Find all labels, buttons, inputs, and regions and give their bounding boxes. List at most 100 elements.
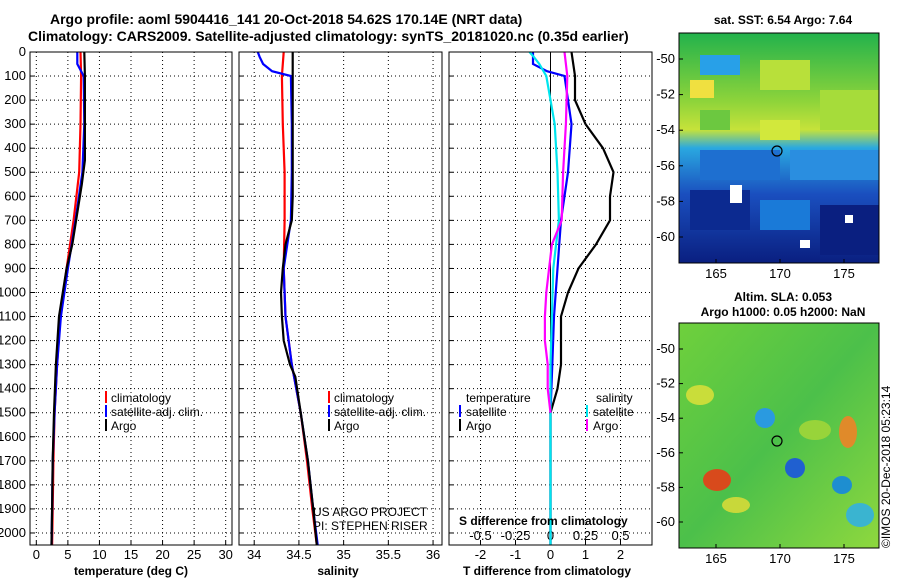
sst-map-axes: -50 -52 -54 -56 -58 -60 165 170 175 — [656, 51, 855, 281]
x-tick-label: 35.5 — [376, 547, 401, 562]
x-tick-label: 36 — [426, 547, 440, 562]
salinity-legend: climatology satellite-adj. clim. Argo US… — [313, 391, 428, 533]
sst-patch — [845, 215, 853, 223]
lat-tick-label: -56 — [656, 445, 675, 460]
series-salinity-satellite — [528, 51, 561, 545]
legend-label-s-argo: Argo — [593, 419, 619, 433]
legend-label-satellite: satellite-adj. clim. — [111, 405, 203, 419]
sst-patch — [690, 80, 714, 98]
sla-map: Altim. SLA: 0.053 Argo h1000: 0.05 h2000… — [656, 290, 880, 566]
x-tick-label: -2 — [475, 547, 487, 562]
panel-frame — [29, 51, 233, 546]
series-climatology — [280, 51, 318, 546]
depth-tick-label: 1000 — [0, 284, 26, 299]
sla-blob — [722, 497, 750, 513]
salinity-axis-label: salinity — [317, 564, 359, 578]
x-tick-label: 35 — [336, 547, 350, 562]
x-tick-label: 34 — [247, 547, 261, 562]
credit-pi: PI: STEPHEN RISER — [313, 519, 428, 533]
lat-tick-label: -50 — [656, 341, 675, 356]
sst-patch — [700, 55, 740, 75]
sla-blob — [686, 385, 714, 405]
depth-tick-label: 0 — [19, 44, 26, 59]
lat-tick-label: -58 — [656, 479, 675, 494]
legend-label-climatology: climatology — [111, 391, 171, 405]
sla-blob — [755, 408, 775, 428]
depth-tick-label: 300 — [4, 116, 26, 131]
sst-map-patches — [690, 55, 879, 255]
lat-tick-label: -54 — [656, 122, 675, 137]
x-tick-label: 10 — [92, 547, 106, 562]
lon-tick-label: 170 — [769, 266, 791, 281]
sla-map-title-2: Argo h1000: 0.05 h2000: NaN — [701, 305, 866, 319]
x-tick-label: 1 — [582, 547, 589, 562]
legend-label-argo-s: Argo — [334, 419, 360, 433]
lat-tick-label: -50 — [656, 51, 675, 66]
series-climatology — [51, 51, 83, 546]
depth-tick-label: 1700 — [0, 453, 26, 468]
x-tick-label: 25 — [187, 547, 201, 562]
lon-tick-label: 165 — [705, 551, 727, 566]
sst-patch — [800, 240, 810, 248]
x-tick-label: 34.5 — [286, 547, 311, 562]
sla-blob — [799, 420, 831, 440]
legend-label-t-argo: Argo — [466, 419, 492, 433]
sst-patch — [760, 200, 810, 230]
depth-tick-label: 600 — [4, 188, 26, 203]
lon-tick-label: 175 — [833, 266, 855, 281]
panel-salinity: 34 34.5 35 35.5 36 — [238, 51, 443, 562]
sla-blob — [846, 503, 874, 527]
sst-map: sat. SST: 6.54 Argo: 7.64 -50-52-54-56-5… — [656, 13, 880, 281]
lat-tick-label: -54 — [656, 410, 675, 425]
x-tick-label: 2 — [617, 547, 624, 562]
s-axis-label: S difference from climatology — [459, 514, 628, 528]
x-tick-label: 0 — [547, 547, 554, 562]
sla-float-marker — [771, 435, 783, 447]
legend-label-satellite-s: satellite-adj. clim. — [334, 405, 426, 419]
profile-panels: 0 5 10 15 20 25 300100200300400500600700800900… — [0, 44, 653, 562]
watermark: ©IMOS 20-Dec-2018 05:23:14 — [879, 385, 893, 548]
sst-patch — [790, 150, 879, 180]
title-line-2: Climatology: CARS2009. Satellite-adjuste… — [28, 28, 629, 44]
lat-tick-label: -52 — [656, 376, 675, 391]
series-argo — [50, 51, 87, 546]
temperature-axis-label: temperature (deg C) — [74, 564, 188, 578]
title-line-1: Argo profile: aoml 5904416_141 20-Oct-20… — [50, 11, 522, 27]
sla-map-title-1: Altim. SLA: 0.053 — [734, 290, 832, 304]
x-tick-label: 5 — [64, 547, 71, 562]
lat-tick-label: -58 — [656, 193, 675, 208]
sla-blob — [785, 458, 805, 478]
x-tick-label: 20 — [155, 547, 169, 562]
t-diff-axis-label: T difference from climatology — [463, 564, 631, 578]
legend-head-temperature: temperature — [466, 391, 531, 405]
legend-label-s-satellite: satellite — [593, 405, 634, 419]
sla-blob — [839, 416, 857, 448]
depth-tick-label: 1400 — [0, 381, 26, 396]
x-tick-label: 0 — [33, 547, 40, 562]
depth-tick-label: 2000 — [0, 525, 26, 540]
depth-tick-label: 1200 — [0, 333, 26, 348]
depth-tick-label: 200 — [4, 92, 26, 107]
depth-tick-label: 400 — [4, 140, 26, 155]
sla-map-frame — [678, 322, 880, 549]
lon-tick-label: 165 — [705, 266, 727, 281]
sla-blob — [832, 476, 852, 494]
legend-label-argo: Argo — [111, 419, 137, 433]
sst-map-title: sat. SST: 6.54 Argo: 7.64 — [714, 13, 853, 27]
sst-patch — [730, 185, 742, 203]
legend-label-t-satellite: satellite — [466, 405, 507, 419]
sla-map-patches — [686, 385, 874, 527]
temperature-legend: climatology satellite-adj. clim. Argo — [105, 391, 203, 433]
x-tick-label: -1 — [510, 547, 522, 562]
sst-patch — [700, 110, 730, 130]
depth-tick-label: 1500 — [0, 405, 26, 420]
sla-blob — [703, 469, 731, 491]
lat-tick-label: -56 — [656, 158, 675, 173]
lat-tick-label: -60 — [656, 229, 675, 244]
depth-tick-label: 1300 — [0, 357, 26, 372]
depth-tick-label: 100 — [4, 68, 26, 83]
lat-tick-label: -60 — [656, 514, 675, 529]
difference-legend: temperature satellite Argo salinity sate… — [459, 391, 634, 528]
s-tick-label: 0.25 — [573, 528, 598, 543]
